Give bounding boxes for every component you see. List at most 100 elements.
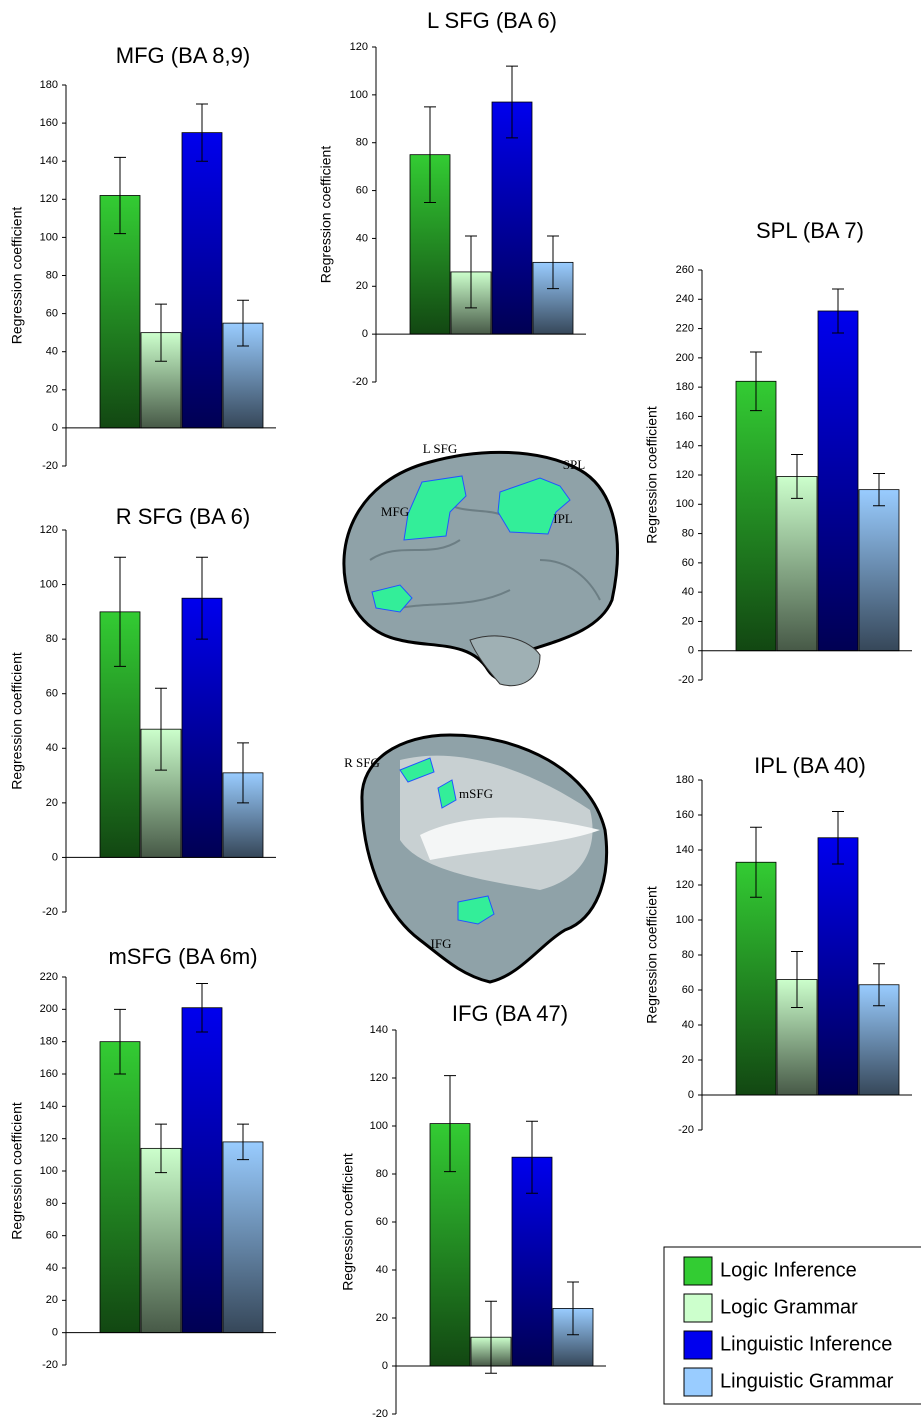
y-tick-label: 160 [676,410,694,422]
bar [818,311,858,651]
y-tick-label: 20 [46,384,58,396]
y-tick-label: 80 [46,633,58,645]
chart-title: R SFG (BA 6) [116,504,250,529]
y-tick-label: 20 [376,1312,388,1324]
legend-swatch [684,1294,712,1322]
y-tick-label: 220 [676,322,694,334]
y-tick-label: -20 [678,1124,694,1136]
brain-label: mSFG [459,786,493,801]
bar [182,1008,222,1333]
brain-label: SPL [563,457,585,472]
brain-label: R SFG [344,755,380,770]
brain-label: IFG [431,936,452,951]
y-tick-label: 260 [676,264,694,276]
y-tick-label: 0 [52,851,58,863]
y-tick-label: 20 [46,1294,58,1306]
y-tick-label: 120 [40,1133,58,1145]
y-tick-label: 40 [682,586,694,598]
y-tick-label: 180 [676,381,694,393]
y-tick-label: 140 [676,440,694,452]
y-tick-label: 100 [40,1165,58,1177]
y-tick-label: 0 [382,1360,388,1372]
y-tick-label: 80 [376,1168,388,1180]
y-tick-label: 0 [688,1089,694,1101]
legend-swatch [684,1257,712,1285]
y-tick-label: 160 [40,1068,58,1080]
y-tick-label: 60 [46,1230,58,1242]
y-axis-label: Regression coefficient [340,1153,356,1291]
y-tick-label: -20 [42,1359,58,1371]
y-tick-label: 180 [40,79,58,91]
y-tick-label: 80 [356,137,368,149]
y-tick-label: 0 [362,328,368,340]
chart-title: SPL (BA 7) [756,218,864,243]
y-tick-label: -20 [42,906,58,918]
legend-label: Logic Inference [720,1259,857,1281]
chart-title: IFG (BA 47) [452,1001,568,1026]
y-tick-label: 60 [376,1216,388,1228]
y-axis-label: Regression coefficient [644,406,660,544]
bar [223,1142,263,1333]
y-tick-label: 20 [682,615,694,627]
y-tick-label: 20 [356,280,368,292]
y-tick-label: 0 [52,422,58,434]
legend-label: Logic Grammar [720,1296,858,1318]
y-tick-label: 120 [40,193,58,205]
y-tick-label: 0 [688,645,694,657]
y-tick-label: 100 [676,498,694,510]
y-tick-label: 200 [676,352,694,364]
bar [736,381,776,650]
y-tick-label: 140 [40,1100,58,1112]
y-tick-label: 160 [676,809,694,821]
y-tick-label: 140 [676,844,694,856]
y-tick-label: -20 [372,1408,388,1418]
y-tick-label: 80 [46,1197,58,1209]
y-tick-label: 240 [676,293,694,305]
chart-title: MFG (BA 8,9) [116,43,250,68]
chart-title: IPL (BA 40) [754,753,866,778]
bar [818,838,858,1095]
y-tick-label: -20 [678,674,694,686]
y-tick-label: 40 [46,1262,58,1274]
brain-label: L SFG [423,441,458,456]
y-tick-label: 180 [676,774,694,786]
y-tick-label: 40 [46,346,58,358]
y-tick-label: 200 [40,1003,58,1015]
y-axis-label: Regression coefficient [9,652,25,790]
y-tick-label: 60 [682,984,694,996]
y-tick-label: 140 [40,155,58,167]
y-tick-label: 80 [682,527,694,539]
chart-title: mSFG (BA 6m) [108,944,257,969]
bar [859,490,899,651]
y-tick-label: 100 [40,231,58,243]
y-axis-label: Regression coefficient [644,886,660,1024]
legend-label: Linguistic Inference [720,1333,892,1355]
bar [182,133,222,428]
y-tick-label: -20 [352,376,368,388]
brain-label: IPL [553,511,573,526]
y-axis-label: Regression coefficient [9,207,25,345]
brain-medial [362,735,607,982]
y-tick-label: 100 [40,578,58,590]
y-tick-label: 140 [370,1024,388,1036]
y-tick-label: 220 [40,971,58,983]
y-tick-label: 60 [356,184,368,196]
y-tick-label: 160 [40,117,58,129]
y-tick-label: 40 [682,1019,694,1031]
brain-label: MFG [381,504,409,519]
bar [141,1148,181,1332]
y-tick-label: 100 [676,914,694,926]
y-tick-label: 40 [376,1264,388,1276]
y-tick-label: 60 [46,688,58,700]
y-tick-label: 100 [350,89,368,101]
y-tick-label: 100 [370,1120,388,1132]
y-tick-label: 120 [370,1072,388,1084]
y-tick-label: 80 [682,949,694,961]
legend-label: Linguistic Grammar [720,1370,894,1392]
legend-swatch [684,1368,712,1396]
bar [100,1042,140,1333]
y-tick-label: 180 [40,1036,58,1048]
y-tick-label: 60 [46,308,58,320]
y-tick-label: 120 [676,469,694,481]
y-tick-label: 120 [350,41,368,53]
